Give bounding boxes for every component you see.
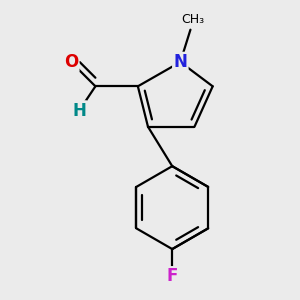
- Text: F: F: [167, 267, 178, 285]
- Text: CH₃: CH₃: [181, 13, 204, 26]
- Text: H: H: [72, 102, 86, 120]
- Text: N: N: [173, 53, 187, 71]
- Text: O: O: [64, 53, 78, 71]
